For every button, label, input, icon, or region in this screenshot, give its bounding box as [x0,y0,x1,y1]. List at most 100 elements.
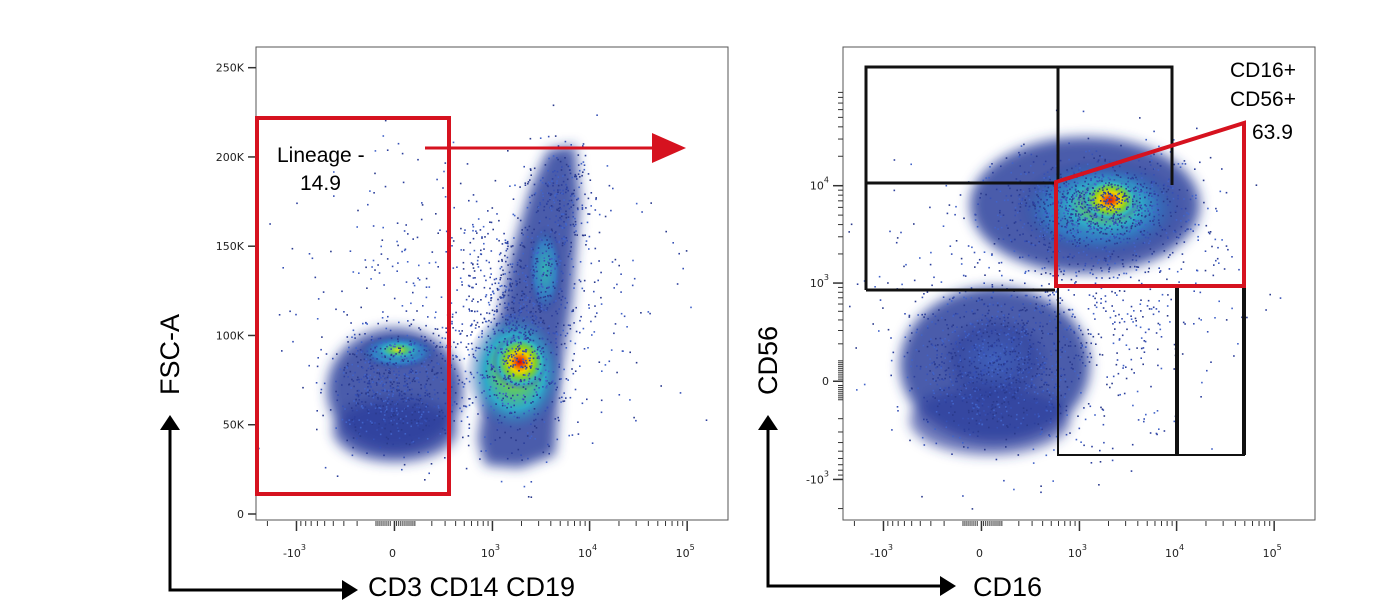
event-dot [1225,191,1228,194]
event-dot [679,392,682,394]
event-dot [532,307,535,310]
event-dot [514,350,517,353]
event-dot [1057,190,1059,192]
event-dot [445,331,448,334]
event-dot [563,324,565,327]
event-dot [517,346,519,348]
event-dot [405,415,407,418]
event-dot [369,364,371,367]
event-dot [988,426,990,429]
event-dot [464,370,467,373]
event-dot [479,229,482,231]
event-dot [412,398,414,400]
event-dot [1066,256,1069,258]
event-dot [411,357,414,359]
event-dot [890,359,893,362]
event-dot [1059,297,1062,299]
event-dot [956,380,958,383]
event-dot [364,259,367,261]
event-dot [1049,246,1052,249]
event-dot [542,327,545,330]
event-dot [901,283,903,286]
event-dot [367,386,369,388]
event-dot [560,215,563,218]
event-dot [481,336,483,338]
event-dot [475,200,478,203]
event-dot [593,331,596,333]
event-dot [523,333,525,336]
event-dot [556,193,559,195]
event-dot [478,336,480,338]
event-dot [995,344,998,347]
event-dot [1099,353,1101,356]
event-dot [580,315,582,318]
event-dot [1092,335,1095,338]
event-dot [519,219,522,222]
event-dot [1062,190,1065,193]
event-dot [1040,378,1043,380]
lineage-gate[interactable] [255,116,451,496]
event-dot [989,393,991,396]
event-dot [1077,219,1079,222]
event-dot [435,311,437,313]
event-dot [958,365,960,368]
event-dot [392,414,394,416]
event-dot [1140,219,1142,222]
event-dot [897,410,899,412]
event-dot [361,367,364,369]
event-dot [575,330,578,333]
event-dot [1084,365,1087,367]
event-dot [1004,353,1007,356]
event-dot [1212,274,1215,277]
event-dot [360,306,362,309]
event-dot [983,282,985,284]
event-dot [529,168,532,170]
event-dot [1002,314,1005,317]
event-dot [407,405,409,407]
event-dot [1069,198,1071,200]
event-dot [558,210,560,212]
event-dot [1023,411,1025,414]
event-dot [367,391,369,394]
event-dot [489,267,492,270]
event-dot [440,380,442,383]
event-dot [1041,267,1044,270]
event-dot [921,495,923,498]
event-dot [1041,330,1043,332]
event-dot [570,206,572,208]
event-dot [1083,240,1085,242]
event-dot [1087,183,1090,185]
event-dot [1046,388,1049,390]
event-dot [1147,210,1150,212]
event-dot [398,374,400,376]
event-dot [542,451,545,454]
event-dot [1122,225,1125,228]
event-dot [1158,300,1160,302]
event-dot [985,193,987,196]
event-dot [423,361,426,363]
event-dot [532,304,535,307]
event-dot [405,281,408,283]
event-dot [534,315,537,317]
event-dot [1094,414,1096,416]
event-dot [556,209,559,211]
event-dot [583,164,586,166]
event-dot [482,376,485,379]
event-dot [556,241,558,243]
event-dot [425,404,427,406]
event-dot [1075,221,1078,223]
event-dot [369,358,372,361]
event-dot [952,414,954,416]
event-dot [920,334,923,336]
event-dot [1003,397,1005,400]
event-dot [1117,394,1120,397]
event-dot [351,419,353,421]
event-dot [1082,351,1085,354]
event-dot [1090,177,1092,180]
event-dot [1049,184,1051,186]
event-dot [535,318,537,320]
event-dot [523,362,525,364]
event-dot [1068,388,1070,391]
event-dot [600,411,603,414]
event-dot [416,422,418,424]
